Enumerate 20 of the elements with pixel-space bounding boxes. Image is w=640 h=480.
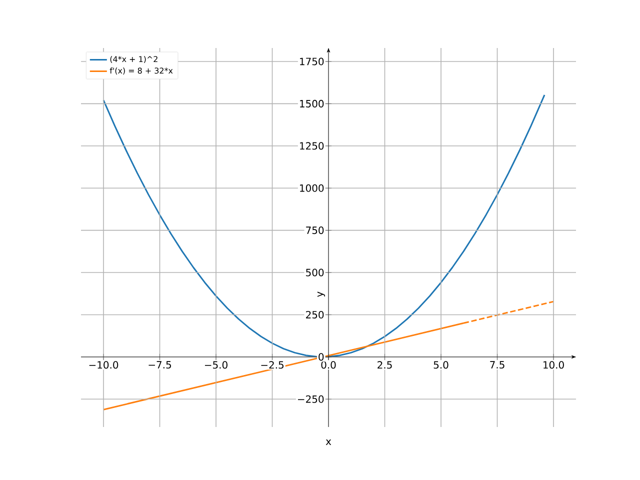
- y-tick-label: −250: [298, 395, 324, 403]
- y-tick-label: 250: [306, 310, 324, 318]
- y-tick-label: 1250: [300, 142, 324, 150]
- x-tick-label: −10.0: [89, 361, 118, 369]
- y-axis-title: y: [317, 292, 325, 297]
- y-tick-label: 0: [318, 353, 324, 361]
- y-tick-label: 500: [306, 268, 324, 276]
- y-tick-label: 1000: [300, 184, 324, 192]
- x-axis-title: x: [326, 440, 332, 445]
- y-tick-label: 750: [306, 226, 324, 234]
- x-tick-label: 5.0: [434, 361, 448, 369]
- x-tick-label: −5.0: [204, 361, 228, 369]
- x-tick-label: 2.5: [378, 361, 392, 369]
- x-tick-label: −7.5: [148, 361, 171, 369]
- x-tick-label: 0.0: [321, 361, 336, 369]
- x-tick-label: 10.0: [544, 361, 564, 369]
- x-tick-label: −2.5: [261, 361, 284, 369]
- x-tick-label: 7.5: [490, 361, 504, 369]
- y-tick-label: 1750: [300, 58, 324, 66]
- y-tick-label: 1500: [300, 100, 324, 108]
